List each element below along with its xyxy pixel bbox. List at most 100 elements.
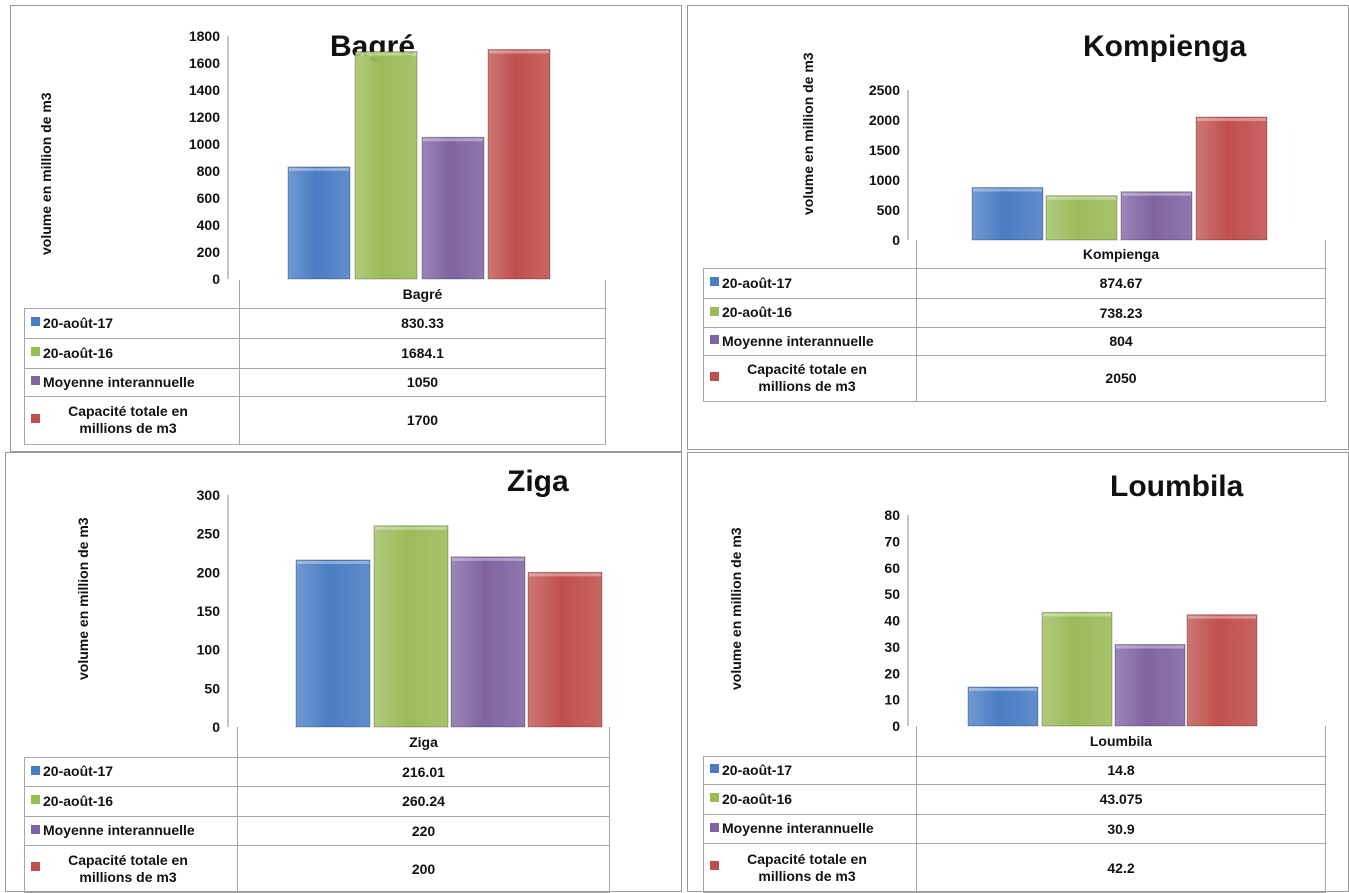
- series-name: 20-août-16: [722, 304, 793, 321]
- series-row-total-capacity: Capacité totale en millions de m3 42.2: [703, 842, 1326, 893]
- series-label-cell: Moyenne interannuelle: [703, 813, 917, 844]
- table-header-row: Ziga: [24, 727, 610, 758]
- series-value: 874.67: [916, 267, 1326, 299]
- bar-aug-2016: [1045, 195, 1118, 241]
- y-tick-label: 1400: [189, 82, 220, 98]
- bar-aug-2016-highlight: [1047, 196, 1116, 200]
- table-header-row: Bagré: [24, 280, 606, 309]
- legend-key-swatch: [710, 335, 719, 345]
- series-value: 738.23: [916, 297, 1326, 328]
- series-row-aug-2016: 20-août-16 1684.1: [24, 337, 606, 369]
- legend-key-swatch: [31, 862, 40, 872]
- bar-aug-2016-highlight: [375, 526, 447, 530]
- series-name: Capacité totale en millions de m3: [747, 850, 867, 884]
- bar-aug-2016-highlight: [356, 52, 416, 56]
- y-tick-label: 1000: [869, 172, 900, 188]
- y-tick-label: 600: [197, 190, 221, 206]
- y-tick-label: 70: [884, 533, 900, 549]
- bar-interannual-mean-highlight: [423, 138, 483, 142]
- bar-aug-2016-highlight: [1043, 613, 1111, 617]
- y-tick-label: 50: [204, 680, 220, 696]
- y-tick-label: 2500: [869, 82, 900, 98]
- series-name: 20-août-17: [43, 314, 114, 331]
- series-label-cell: 20-août-16: [24, 785, 238, 817]
- bar-aug-2017-highlight: [297, 560, 369, 564]
- y-tick-label: 40: [884, 613, 900, 629]
- series-row-aug-2016: 20-août-16 738.23: [703, 297, 1326, 328]
- legend-key-swatch: [710, 277, 719, 287]
- series-value: 2050: [916, 354, 1326, 402]
- bar-aug-2017-highlight: [969, 687, 1037, 691]
- legend-key-swatch: [31, 413, 40, 423]
- series-value: 1700: [239, 395, 606, 445]
- series-row-interannual-mean: Moyenne interannuelle 30.9: [703, 813, 1326, 844]
- series-name: 20-août-17: [722, 761, 793, 778]
- bar-aug-2016: [1041, 611, 1113, 727]
- y-tick-label: 150: [197, 603, 221, 619]
- series-label-cell: Capacité totale en millions de m3: [24, 844, 238, 893]
- bar-interannual-mean: [450, 556, 526, 728]
- y-tick-label: 1600: [189, 55, 220, 71]
- series-name: Moyenne interannuelle: [722, 820, 874, 837]
- series-row-aug-2017: 20-août-17 830.33: [24, 307, 606, 339]
- bar-aug-2017: [967, 686, 1039, 727]
- bar-interannual-mean: [1120, 191, 1193, 241]
- series-name: Capacité totale en millions de m3: [747, 361, 867, 394]
- bar-total-capacity-highlight: [489, 50, 549, 54]
- chart-title: Ziga: [507, 465, 569, 498]
- bar-aug-2017: [295, 559, 371, 728]
- bar-total-capacity-highlight: [529, 573, 601, 577]
- chart-title: Loumbila: [1110, 470, 1244, 503]
- legend-key-swatch: [710, 306, 719, 316]
- bar-aug-2016: [354, 51, 418, 280]
- y-tick-label: 20: [884, 665, 900, 681]
- y-tick-label: 1800: [189, 28, 220, 44]
- series-row-interannual-mean: Moyenne interannuelle 220: [24, 815, 610, 846]
- series-label-cell: Capacité totale en millions de m3: [703, 354, 917, 402]
- bar-interannual-mean: [421, 136, 485, 280]
- series-value: 216.01: [237, 756, 610, 787]
- legend-key-swatch: [31, 795, 40, 805]
- bar-total-capacity-highlight: [1188, 615, 1256, 619]
- series-name: 20-août-16: [722, 790, 793, 807]
- series-name: Capacité totale en millions de m3: [68, 851, 188, 885]
- y-tick-label: 400: [197, 217, 221, 233]
- table-corner-cell: [703, 726, 917, 757]
- y-tick-label: 500: [877, 202, 901, 218]
- y-tick-label: 1200: [189, 109, 220, 125]
- series-value: 804: [916, 326, 1326, 356]
- y-tick-label: 200: [197, 564, 221, 580]
- y-tick-label: 1000: [189, 136, 220, 152]
- legend-key-swatch: [31, 347, 40, 357]
- series-row-total-capacity: Capacité totale en millions de m3 1700: [24, 395, 606, 445]
- y-tick-label: 100: [197, 642, 221, 658]
- series-name: 20-août-16: [43, 344, 114, 361]
- bar-interannual-mean-highlight: [452, 557, 524, 561]
- y-tick-label: 10: [884, 692, 900, 708]
- series-value: 43.075: [916, 783, 1326, 815]
- y-tick-label: 2000: [869, 112, 900, 128]
- series-label-cell: 20-août-16: [703, 783, 917, 815]
- table-corner-cell: [24, 727, 238, 758]
- series-row-aug-2016: 20-août-16 260.24: [24, 785, 610, 817]
- chart-title: Kompienga: [1083, 30, 1247, 63]
- legend-key-swatch: [31, 824, 40, 834]
- series-row-interannual-mean: Moyenne interannuelle 804: [703, 326, 1326, 356]
- legend-key-swatch: [710, 822, 719, 832]
- series-row-aug-2017: 20-août-17 216.01: [24, 756, 610, 787]
- series-value: 220: [237, 815, 610, 846]
- series-label-cell: Capacité totale en millions de m3: [24, 395, 240, 445]
- y-tick-label: 1500: [869, 142, 900, 158]
- y-tick-label: 80: [884, 507, 900, 523]
- y-tick-label: 250: [197, 526, 221, 542]
- bar-total-capacity: [527, 571, 603, 728]
- y-tick-label: 30: [884, 639, 900, 655]
- legend-key-swatch: [31, 376, 40, 386]
- series-row-total-capacity: Capacité totale en millions de m3 200: [24, 844, 610, 893]
- series-label-cell: 20-août-17: [703, 755, 917, 785]
- legend-key-swatch: [710, 764, 719, 774]
- series-row-aug-2016: 20-août-16 43.075: [703, 783, 1326, 815]
- series-value: 200: [237, 844, 610, 893]
- series-label-cell: 20-août-17: [24, 307, 240, 339]
